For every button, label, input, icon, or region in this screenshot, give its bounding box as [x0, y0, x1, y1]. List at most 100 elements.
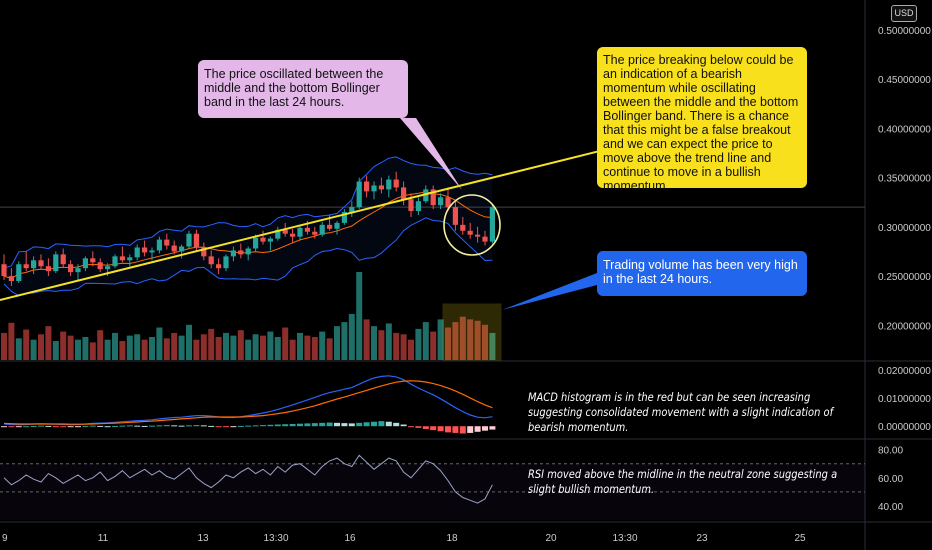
bollinger-upper: [3, 156, 493, 269]
candle-body: [253, 237, 259, 249]
candle-body: [68, 264, 74, 273]
volume-bar: [267, 331, 274, 360]
time-tick-label: 13:30: [612, 533, 637, 544]
macd-histogram-bar: [1, 426, 7, 428]
macd-histogram-bar: [408, 426, 414, 428]
volume-callout: Trading volume has been very high in the…: [597, 251, 807, 296]
volume-bar: [223, 332, 229, 360]
volume-bar: [393, 332, 400, 360]
candle-body: [45, 266, 51, 272]
macd-histogram-bar: [452, 426, 459, 433]
volume-bar: [141, 339, 148, 360]
candle-body: [60, 254, 66, 265]
volume-bar: [52, 341, 59, 360]
volume-bar: [171, 332, 178, 360]
price-tick-label: 0.20000000: [878, 321, 931, 332]
volume-bar: [274, 336, 281, 360]
volume-bar: [408, 339, 414, 360]
volume-bar: [208, 328, 215, 360]
candle-body: [378, 185, 384, 190]
volume-bar: [8, 322, 15, 360]
annotations: [400, 118, 597, 361]
volume-bar: [237, 330, 244, 360]
purple-callout-pointer: [400, 118, 462, 190]
volume-bar: [474, 320, 481, 360]
macd-histogram-bar: [200, 425, 207, 427]
macd-tick-label: 0.00000000: [878, 422, 931, 433]
volume-bar: [319, 331, 326, 360]
macd-histogram-bar: [334, 422, 340, 427]
price-tick-label: 0.30000000: [878, 223, 931, 234]
macd-histogram-bar: [289, 423, 296, 427]
macd-histogram-bar: [400, 424, 407, 427]
volume-bar: [437, 319, 444, 360]
volume-bars: [1, 272, 496, 360]
price-tick-label: 0.25000000: [878, 272, 931, 283]
macd-histogram-bar: [230, 426, 237, 428]
volume-bar: [112, 332, 118, 360]
candle-body: [297, 227, 303, 237]
candle-body: [482, 236, 488, 242]
volume-bar: [156, 327, 163, 360]
bollinger-lower: [3, 217, 493, 297]
macd-histogram-bar: [126, 425, 133, 427]
volume-highlight-box: [442, 303, 502, 361]
volume-bar: [38, 334, 44, 360]
rsi-tick-label: 40.00: [878, 502, 903, 513]
volume-bar: [430, 331, 437, 360]
candle-body: [216, 264, 222, 269]
macd-histogram-bar: [326, 422, 333, 427]
macd-histogram-bar: [156, 425, 163, 427]
volume-bar: [178, 335, 185, 360]
candle-body: [327, 224, 333, 229]
price-tick-label: 0.50000000: [878, 26, 931, 37]
rsi-note: RSI moved above the midline in the neutr…: [528, 467, 838, 496]
volume-bar: [245, 339, 252, 360]
breakdown-callout: The price breaking below could be an ind…: [597, 47, 807, 193]
volume-bar: [97, 330, 104, 360]
price-axis: 0.50000000 0.45000000 0.40000000 0.35000000…: [878, 26, 931, 513]
macd-histogram-bar: [304, 423, 311, 427]
volume-bar: [289, 339, 296, 360]
candle-body: [8, 276, 14, 281]
macd-histogram-bar: [467, 426, 474, 433]
macd-histogram-bar: [171, 425, 178, 427]
time-tick-label: 13: [197, 533, 209, 544]
candle-body: [223, 256, 229, 269]
macd-tick-label: 0.01000000: [878, 394, 931, 405]
volume-bar: [304, 335, 311, 360]
macd-note: MACD histogram is in the red but can be …: [528, 390, 834, 434]
candle-body: [186, 233, 192, 247]
macd-histogram-bar: [385, 421, 392, 427]
macd-histogram-bar: [149, 425, 155, 427]
volume-bar: [23, 329, 30, 360]
volume-bar: [326, 338, 333, 360]
candle-body: [171, 245, 177, 252]
macd-histogram-bar: [430, 426, 437, 431]
currency-badge[interactable]: USD: [891, 5, 917, 22]
macd-histogram-bar: [371, 421, 377, 427]
macd-histogram-bar: [415, 426, 422, 428]
macd-histogram-bar: [134, 425, 141, 427]
volume-bar: [311, 336, 318, 360]
price-tick-label: 0.35000000: [878, 174, 931, 185]
candle-body: [334, 222, 340, 229]
macd-histogram-bar: [75, 426, 81, 428]
time-axis: 9 11 13 13:30 16 18 20 13:30 23 25: [2, 533, 806, 544]
candle-body: [53, 254, 59, 272]
macd-histogram-bar: [67, 426, 74, 428]
macd-histogram-bar: [237, 425, 244, 427]
volume-bar: [230, 335, 237, 360]
volume-bar: [126, 335, 133, 360]
volume-bar: [75, 339, 81, 360]
time-tick-label: 13:30: [263, 533, 288, 544]
candle-body: [386, 179, 392, 190]
candle-body: [193, 233, 199, 248]
macd-histogram-bar: [208, 425, 215, 427]
volume-bar: [260, 335, 266, 360]
macd-histogram-bar: [193, 425, 200, 427]
macd-histogram-bar: [15, 426, 22, 428]
macd-histogram-bar: [474, 426, 481, 432]
candlesticks: [1, 171, 495, 286]
